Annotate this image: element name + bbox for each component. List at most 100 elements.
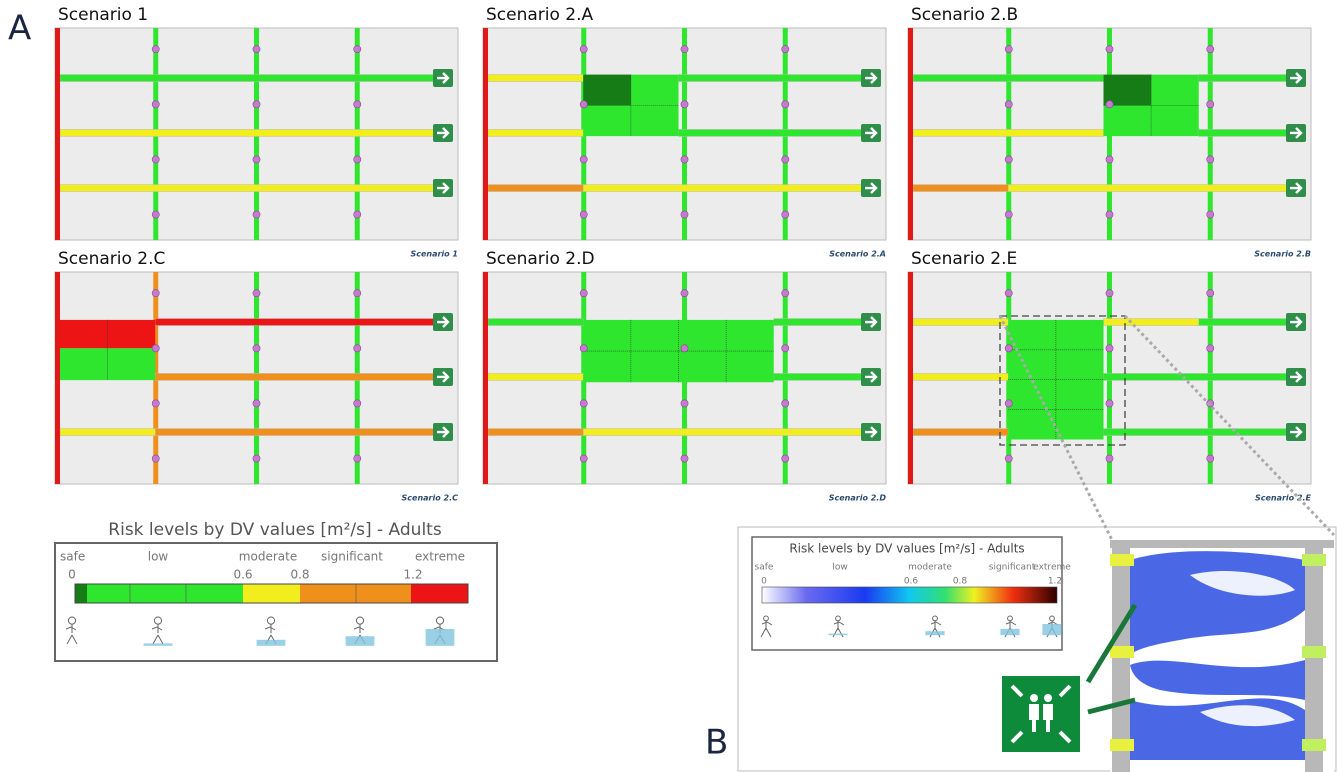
- node: [580, 455, 587, 462]
- node: [354, 101, 361, 108]
- node: [782, 156, 789, 163]
- node: [1005, 46, 1012, 53]
- node: [354, 290, 361, 297]
- node: [580, 400, 587, 407]
- node: [1106, 400, 1113, 407]
- panel-title: Scenario 2.D: [486, 249, 595, 269]
- level-label: safe: [755, 563, 774, 573]
- level-label: moderate: [239, 550, 297, 564]
- street-horizontal: [583, 429, 869, 436]
- node: [152, 345, 159, 352]
- node: [253, 345, 260, 352]
- building-wall: [1110, 540, 1334, 548]
- pictogram-water: [1000, 629, 1019, 635]
- street-horizontal: [1199, 319, 1294, 326]
- node: [782, 400, 789, 407]
- node: [782, 290, 789, 297]
- dv-gradient: [762, 587, 1057, 603]
- node: [152, 211, 159, 218]
- street-horizontal: [913, 319, 1008, 326]
- node: [152, 455, 159, 462]
- tick-label: 0.6: [904, 577, 919, 587]
- node: [1005, 290, 1012, 297]
- node: [1207, 290, 1214, 297]
- street-horizontal: [679, 129, 870, 136]
- node: [1207, 156, 1214, 163]
- node: [681, 46, 688, 53]
- pictogram-water: [426, 629, 455, 646]
- figure-label: B: [705, 723, 728, 763]
- node: [580, 46, 587, 53]
- node: [1207, 455, 1214, 462]
- panel-caption: Scenario 1: [410, 250, 458, 259]
- street-jet: [1110, 646, 1134, 658]
- level-label: low: [148, 550, 169, 564]
- street-horizontal: [774, 373, 869, 380]
- node: [253, 400, 260, 407]
- street-jet: [1302, 554, 1326, 566]
- node: [1106, 345, 1113, 352]
- flooded-cell: [583, 75, 631, 106]
- street-horizontal: [488, 373, 583, 380]
- street-horizontal: [1104, 319, 1199, 326]
- street-horizontal: [60, 429, 155, 436]
- legend-title: Risk levels by DV values [m²/s] - Adults: [108, 520, 442, 540]
- node: [1005, 400, 1012, 407]
- street-horizontal: [1104, 373, 1295, 380]
- pictogram-water: [144, 643, 173, 645]
- pictogram-water: [1042, 624, 1061, 635]
- risk-band: [75, 584, 87, 603]
- node: [152, 46, 159, 53]
- street-horizontal: [60, 75, 441, 82]
- figure: A B Scenario 1Scenario 1Scenario 2.AScen…: [0, 0, 1337, 772]
- node: [253, 211, 260, 218]
- pictogram-water: [346, 636, 375, 646]
- river-edge: [908, 28, 913, 240]
- node: [1005, 345, 1012, 352]
- scenario-panel: Scenario 1Scenario 1: [55, 5, 458, 259]
- street-horizontal: [155, 429, 441, 436]
- node: [354, 156, 361, 163]
- node: [580, 101, 587, 108]
- node: [1005, 455, 1012, 462]
- node: [681, 101, 688, 108]
- node: [1106, 46, 1113, 53]
- risk-band: [243, 584, 300, 603]
- node: [354, 46, 361, 53]
- node: [681, 400, 688, 407]
- level-label: significant: [989, 563, 1036, 573]
- node: [354, 455, 361, 462]
- node: [1207, 345, 1214, 352]
- street-horizontal: [1199, 75, 1294, 82]
- street-horizontal: [488, 75, 583, 82]
- node: [253, 290, 260, 297]
- node: [1106, 101, 1113, 108]
- river-edge: [55, 272, 60, 484]
- level-label: moderate: [908, 563, 952, 573]
- node: [152, 156, 159, 163]
- node: [152, 290, 159, 297]
- node: [1005, 156, 1012, 163]
- node: [782, 46, 789, 53]
- node: [782, 211, 789, 218]
- node: [681, 345, 688, 352]
- node: [1106, 455, 1113, 462]
- street-horizontal: [488, 319, 583, 326]
- street-jet: [1302, 739, 1326, 751]
- legend-title: Risk levels by DV values [m²/s] - Adults: [789, 542, 1024, 556]
- node: [1005, 101, 1012, 108]
- river-edge: [483, 28, 488, 240]
- panel-title: Scenario 2.C: [58, 249, 165, 269]
- panel-caption: Scenario 2.E: [1255, 494, 1312, 503]
- level-label: low: [832, 563, 847, 573]
- node: [354, 400, 361, 407]
- tick-label: 1.2: [403, 568, 422, 582]
- node: [782, 101, 789, 108]
- level-label: significant: [321, 550, 383, 564]
- node: [681, 211, 688, 218]
- panel-title: Scenario 2.B: [911, 5, 1018, 25]
- risk-band: [87, 584, 243, 603]
- tick-label: 0: [68, 568, 76, 582]
- node: [253, 46, 260, 53]
- street-horizontal: [488, 185, 583, 192]
